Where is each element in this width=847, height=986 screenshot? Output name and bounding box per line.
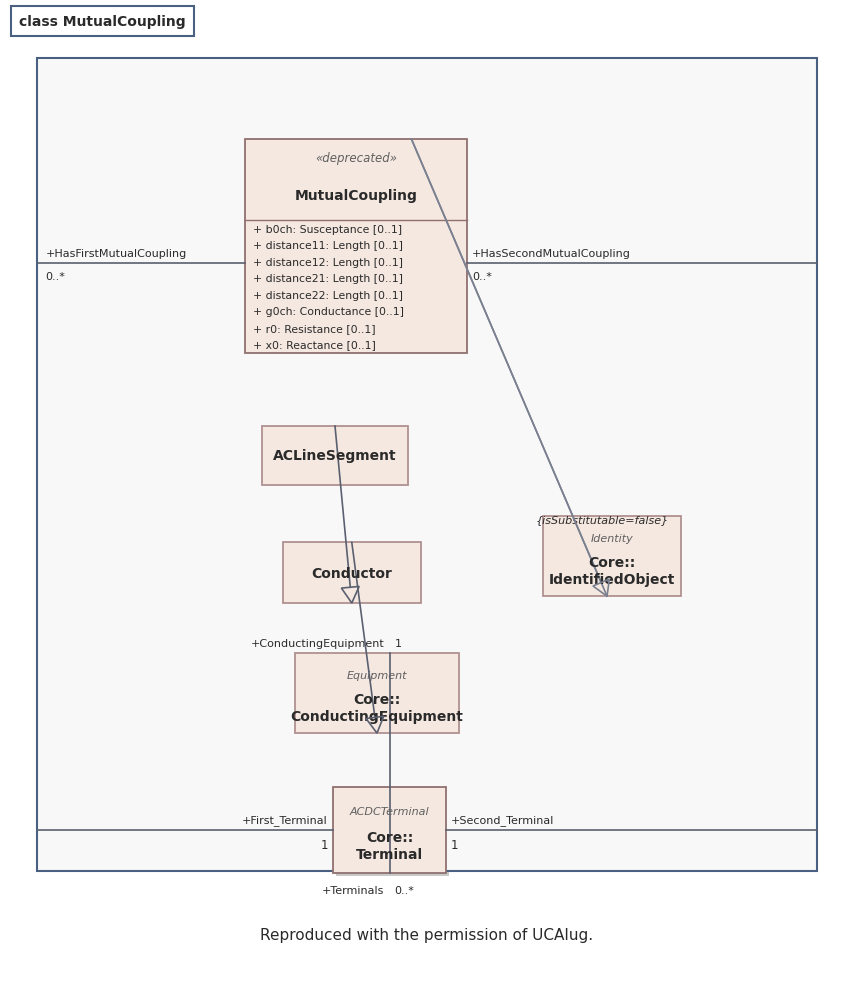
Text: Equipment: Equipment (346, 670, 407, 680)
Text: + distance22: Length [0..1]: + distance22: Length [0..1] (252, 291, 402, 301)
Text: Core::
IdentifiedObject: Core:: IdentifiedObject (549, 556, 675, 586)
Text: + b0ch: Susceptance [0..1]: + b0ch: Susceptance [0..1] (252, 225, 401, 235)
Text: 1: 1 (395, 638, 401, 648)
Text: Reproduced with the permission of UCAIug.: Reproduced with the permission of UCAIug… (260, 928, 594, 943)
Text: 0..*: 0..* (472, 272, 492, 282)
Text: Identity: Identity (590, 533, 634, 544)
Bar (333, 787, 446, 873)
Bar (247, 143, 470, 356)
Text: + x0: Reactance [0..1]: + x0: Reactance [0..1] (252, 340, 375, 350)
Bar (285, 546, 424, 606)
Bar (262, 427, 408, 485)
Bar (264, 430, 412, 488)
Bar (283, 543, 421, 603)
Text: + distance21: Length [0..1]: + distance21: Length [0..1] (252, 274, 402, 284)
Text: Core::
ConductingEquipment: Core:: ConductingEquipment (291, 692, 463, 723)
Bar (336, 790, 449, 876)
Text: {isSubstitutable=false}: {isSubstitutable=false} (535, 515, 669, 525)
Text: ACDCTerminal: ACDCTerminal (350, 807, 429, 816)
Text: ACLineSegment: ACLineSegment (274, 449, 396, 462)
Bar (545, 520, 684, 599)
Text: +Terminals: +Terminals (322, 885, 385, 895)
Bar (245, 140, 468, 353)
Text: 1: 1 (320, 838, 328, 851)
Text: + distance11: Length [0..1]: + distance11: Length [0..1] (252, 241, 402, 251)
Text: + g0ch: Conductance [0..1]: + g0ch: Conductance [0..1] (252, 307, 404, 317)
Text: 1: 1 (451, 838, 459, 851)
Text: MutualCoupling: MutualCoupling (295, 188, 418, 202)
Text: class MutualCoupling: class MutualCoupling (19, 16, 185, 30)
Text: +HasFirstMutualCoupling: +HasFirstMutualCoupling (46, 248, 186, 259)
Text: + distance12: Length [0..1]: + distance12: Length [0..1] (252, 257, 402, 267)
Text: Conductor: Conductor (312, 566, 392, 580)
Bar (298, 657, 462, 737)
Text: Core::
Terminal: Core:: Terminal (356, 830, 424, 861)
Text: 0..*: 0..* (46, 272, 65, 282)
Text: «deprecated»: «deprecated» (315, 152, 397, 165)
Bar (11, 8, 194, 37)
Text: +HasSecondMutualCoupling: +HasSecondMutualCoupling (472, 248, 631, 259)
Text: +Second_Terminal: +Second_Terminal (451, 814, 555, 825)
Text: + r0: Resistance [0..1]: + r0: Resistance [0..1] (252, 323, 375, 333)
Bar (543, 517, 681, 597)
Bar (37, 59, 817, 871)
Bar (295, 654, 459, 734)
Text: 0..*: 0..* (395, 885, 414, 895)
Text: +ConductingEquipment: +ConductingEquipment (251, 638, 385, 648)
Text: +First_Terminal: +First_Terminal (242, 814, 328, 825)
